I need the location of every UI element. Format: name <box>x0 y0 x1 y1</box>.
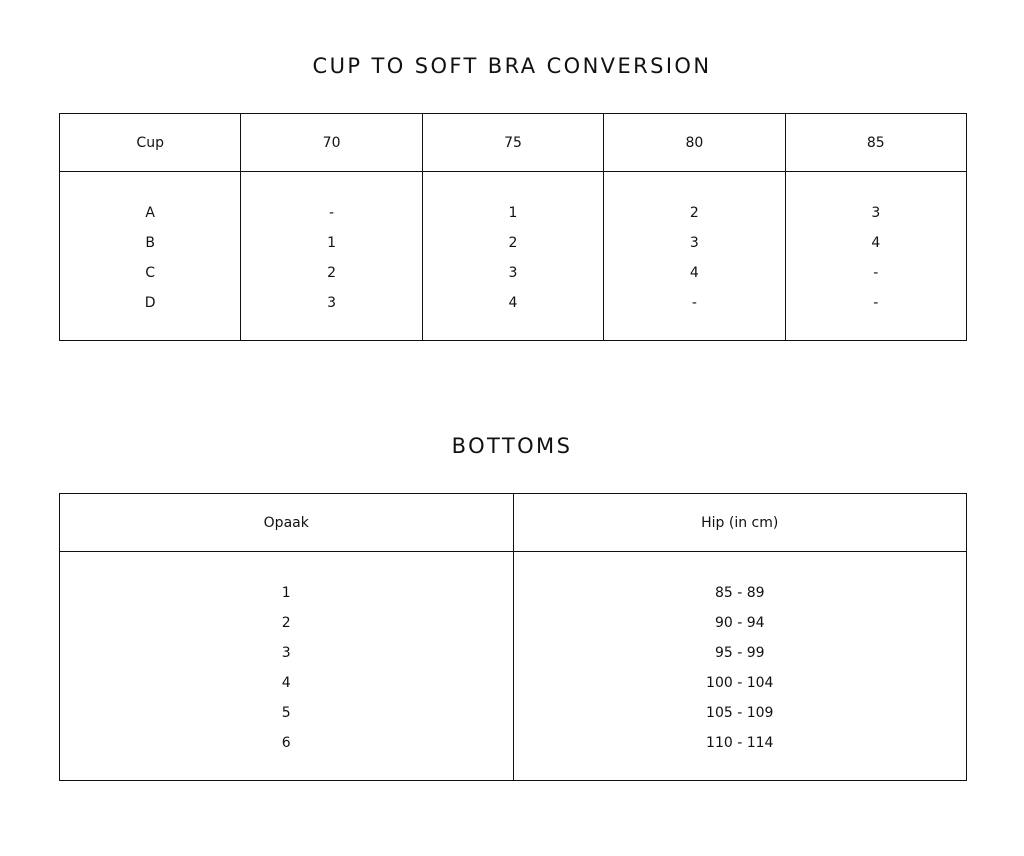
cell-value: 1 <box>281 585 291 601</box>
cell-value: 3 <box>508 265 518 281</box>
column-header: 80 <box>603 113 786 172</box>
cell-value: 4 <box>871 235 881 251</box>
table-header-row: Cup 70 75 80 85 <box>58 113 968 172</box>
cell-value: 3 <box>327 295 337 311</box>
column-header: Cup <box>58 113 242 172</box>
column-header: Opaak <box>59 493 514 552</box>
cell-value: 100 - 104 <box>706 675 774 691</box>
table-cell: 3 4 - - <box>784 171 968 341</box>
cell-value: 90 - 94 <box>714 615 765 631</box>
cell-value: 85 - 89 <box>714 585 765 601</box>
column-header: 85 <box>784 113 968 172</box>
cell-value: B <box>145 235 155 251</box>
cell-value: 105 - 109 <box>706 705 774 721</box>
cell-value: 4 <box>281 675 291 691</box>
column-header: Hip (in cm) <box>512 493 967 552</box>
cell-value: 95 - 99 <box>714 645 765 661</box>
table-cell: 85 - 89 90 - 94 95 - 99 100 - 104 105 - 109 1… <box>512 551 967 781</box>
cell-value: 2 <box>689 205 699 221</box>
cell-value: A <box>145 205 155 221</box>
table-cell: - 1 2 3 <box>240 171 423 341</box>
bottoms-title: BOTTOMS <box>451 434 573 458</box>
cell-value: 4 <box>508 295 518 311</box>
cell-value: 6 <box>281 735 291 751</box>
cell-value: 3 <box>689 235 699 251</box>
cell-value: 3 <box>281 645 291 661</box>
table-cell: 1 2 3 4 5 6 <box>59 551 514 781</box>
cell-value: - <box>873 295 879 311</box>
cell-value: - <box>691 295 697 311</box>
bottoms-size-table: Opaak Hip (in cm) 1 2 3 4 5 6 85 - 89 90 - 94 95 … <box>59 493 967 781</box>
column-header: 70 <box>240 113 423 172</box>
bra-conversion-title: CUP TO SOFT BRA CONVERSION <box>312 54 712 78</box>
cell-value: 2 <box>281 615 291 631</box>
cell-value: - <box>873 265 879 281</box>
table-cell: 1 2 3 4 <box>421 171 605 341</box>
cell-value: - <box>329 205 335 221</box>
cell-value: D <box>144 295 156 311</box>
cell-value: 1 <box>508 205 518 221</box>
table-cell: 2 3 4 - <box>603 171 786 341</box>
cell-value: 2 <box>508 235 518 251</box>
cell-value: 4 <box>689 265 699 281</box>
cell-value: 1 <box>327 235 337 251</box>
column-header: 75 <box>421 113 605 172</box>
table-header-row: Opaak Hip (in cm) <box>59 493 967 552</box>
cell-value: 3 <box>871 205 881 221</box>
cell-value: 5 <box>281 705 291 721</box>
cell-value: 2 <box>327 265 337 281</box>
cell-value: 110 - 114 <box>706 735 774 751</box>
table-body-row: 1 2 3 4 5 6 85 - 89 90 - 94 95 - 99 100 - 104 105 … <box>59 551 967 781</box>
cell-value: C <box>145 265 156 281</box>
